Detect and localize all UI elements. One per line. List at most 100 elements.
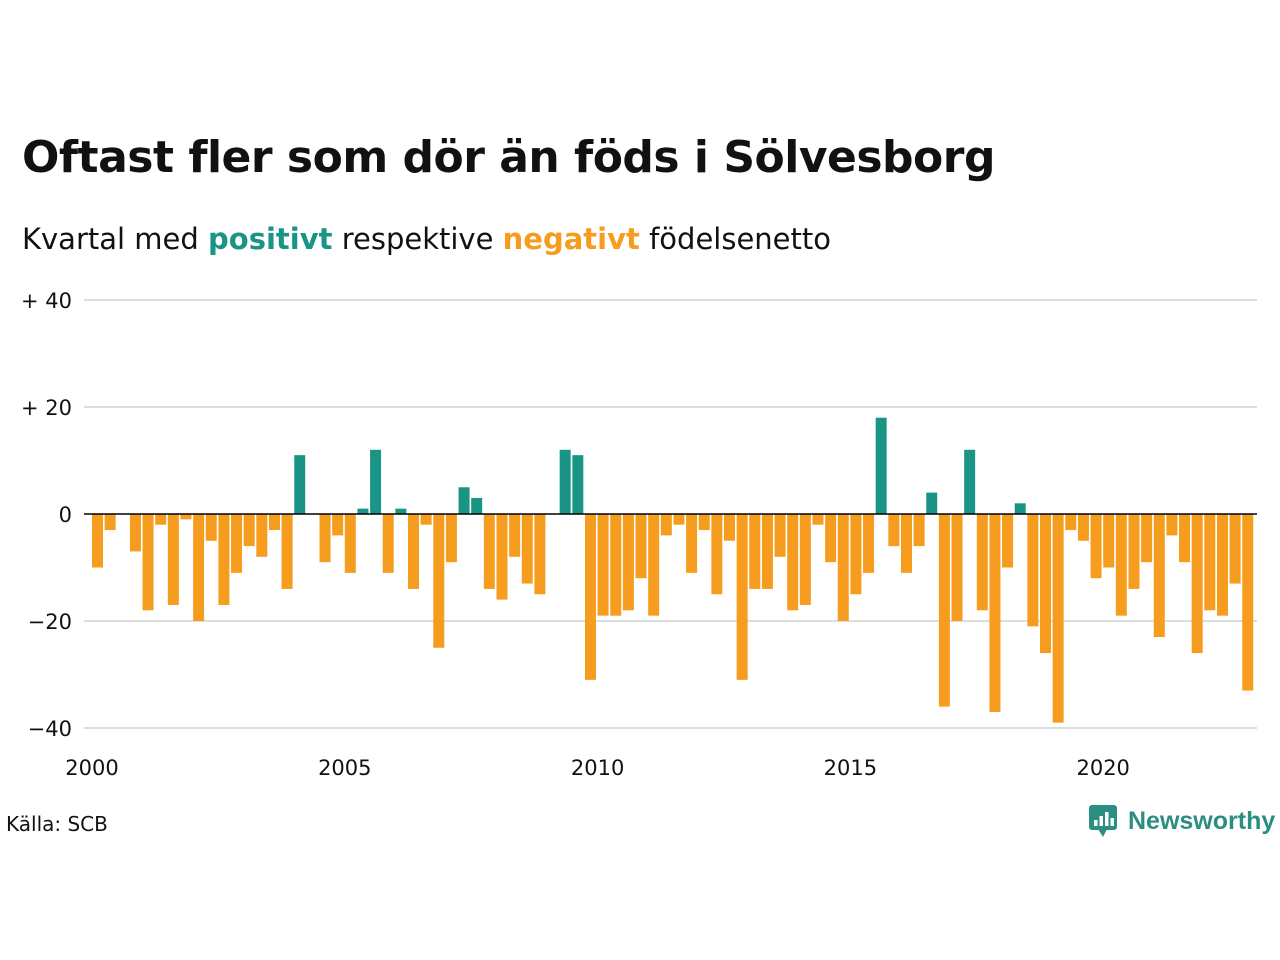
bar-negative [218, 514, 230, 605]
subtitle-positive-word: positivt [208, 222, 333, 256]
bar-negative [1204, 514, 1216, 611]
bar-negative [256, 514, 268, 557]
bar-negative [243, 514, 255, 547]
bar-negative [698, 514, 710, 531]
bar-negative [989, 514, 1001, 712]
bar-positive [294, 455, 306, 514]
x-tick-label: 2020 [1076, 756, 1129, 780]
bar-negative [344, 514, 356, 573]
bar-negative [1077, 514, 1089, 541]
chart-bubble-icon [1089, 805, 1117, 837]
bar-negative [635, 514, 647, 579]
bar-negative [686, 514, 698, 573]
bar-negative [900, 514, 912, 573]
bar-negative [180, 514, 192, 520]
bar-negative [799, 514, 811, 605]
bar-negative [610, 514, 622, 616]
bar-positive [572, 455, 584, 514]
bar-negative [382, 514, 394, 573]
bar-negative [584, 514, 596, 680]
bar-negative [408, 514, 419, 589]
bar-negative [1027, 514, 1039, 627]
bar-positive [471, 497, 483, 514]
subtitle-suffix: födelsenetto [649, 222, 831, 256]
bar-negative [129, 514, 141, 552]
bar-negative [268, 514, 280, 531]
bar-negative [837, 514, 849, 621]
bar-negative [850, 514, 862, 595]
bar-layer [92, 417, 1254, 723]
bar-positive [875, 417, 887, 514]
y-tick-label: −20 [28, 610, 72, 634]
bar-negative [167, 514, 179, 605]
bar-negative [193, 514, 205, 621]
bar-positive [357, 508, 369, 514]
x-tick-label: 2010 [571, 756, 624, 780]
brand-logo: Newsworthy [1088, 804, 1275, 838]
bar-negative [1128, 514, 1140, 589]
bar-negative [938, 514, 950, 707]
bar-negative [774, 514, 786, 557]
bar-negative [812, 514, 824, 525]
bar-negative [648, 514, 660, 616]
bar-negative [1229, 514, 1241, 584]
bar-negative [534, 514, 546, 595]
bar-negative [1179, 514, 1191, 563]
bar-negative [433, 514, 445, 648]
bar-negative [736, 514, 748, 680]
bar-positive [395, 508, 407, 514]
bar-negative [913, 514, 925, 547]
axis-layer: + 40 + 20 0 −20 −40 2000 2005 2010 2015 2020 [21, 289, 1257, 780]
bar-negative [597, 514, 609, 616]
bar-negative [1052, 514, 1064, 723]
brand-name: Newsworthy [1128, 806, 1276, 835]
bar-negative [104, 514, 116, 531]
bar-negative [863, 514, 875, 573]
bar-negative [1040, 514, 1051, 654]
subtitle-middle: respektive [341, 222, 494, 256]
bar-positive [370, 449, 382, 514]
y-tick-label: + 20 [21, 396, 72, 420]
bar-negative [1216, 514, 1228, 616]
bar-negative [521, 514, 533, 584]
bar-negative [622, 514, 634, 611]
source-label: Källa: SCB [6, 812, 108, 836]
bar-positive [559, 449, 571, 514]
bar-negative [660, 514, 672, 536]
bar-negative [761, 514, 773, 589]
bar-negative [231, 514, 243, 573]
y-tick-label: 0 [59, 503, 72, 527]
bar-positive [926, 492, 938, 514]
y-tick-label: + 40 [21, 289, 72, 313]
bar-negative [1191, 514, 1203, 654]
bar-negative [1115, 514, 1127, 616]
bar-positive [964, 449, 976, 514]
bar-negative [1090, 514, 1102, 579]
x-tick-label: 2005 [318, 756, 371, 780]
bar-negative [319, 514, 331, 563]
bar-negative [155, 514, 167, 525]
bar-negative [976, 514, 988, 611]
bar-negative [142, 514, 154, 611]
bar-negative [420, 514, 432, 525]
bar-negative [724, 514, 735, 541]
x-tick-label: 2015 [824, 756, 877, 780]
bar-negative [483, 514, 495, 589]
bar-negative [711, 514, 723, 595]
bar-negative [1166, 514, 1178, 536]
bar-negative [1103, 514, 1115, 568]
bar-negative [787, 514, 799, 611]
bar-negative [1065, 514, 1077, 531]
bar-negative [825, 514, 837, 563]
subtitle-negative-word: negativt [502, 222, 640, 256]
y-tick-label: −40 [28, 717, 72, 741]
bar-negative [951, 514, 963, 621]
bar-negative [92, 514, 103, 568]
bar-negative [1153, 514, 1165, 638]
bar-negative [673, 514, 685, 525]
bar-negative [445, 514, 457, 563]
bar-negative [1141, 514, 1153, 563]
bar-negative [281, 514, 293, 589]
x-tick-label: 2000 [65, 756, 118, 780]
